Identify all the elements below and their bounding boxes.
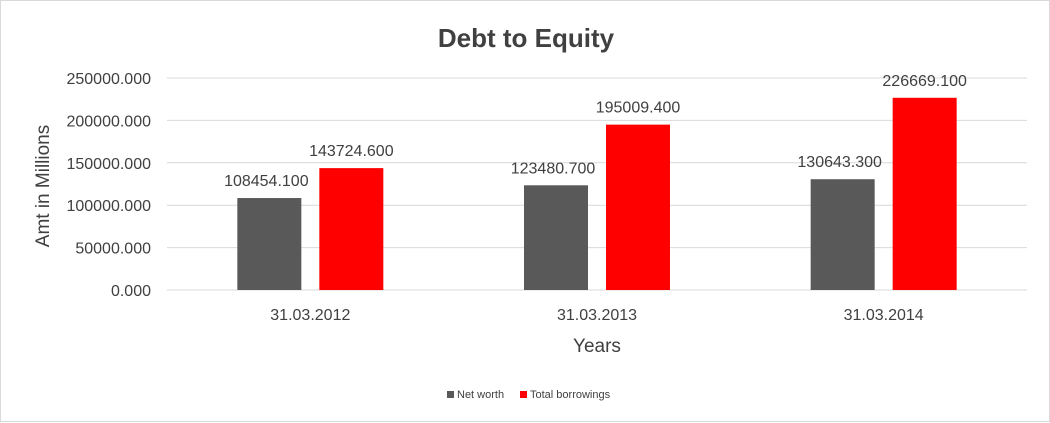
bar-net-worth	[810, 179, 875, 290]
x-tick-label: 31.03.2014	[844, 307, 924, 324]
bar-total-borrowings	[319, 168, 384, 290]
bars	[237, 97, 957, 291]
bar-net-worth	[237, 198, 302, 290]
y-tick-label: 100000.000	[66, 198, 151, 215]
bar-total-borrowings	[606, 124, 670, 291]
data-label: 123480.700	[511, 160, 596, 177]
y-tick-label: 150000.000	[66, 156, 151, 173]
bar-total-borrowings	[892, 97, 957, 290]
y-axis-ticks: 0.000 50000.000 100000.000 150000.000 200000…	[66, 71, 151, 300]
legend-swatch	[447, 391, 454, 398]
y-tick-label: 250000.000	[66, 71, 151, 88]
data-label: 108454.100	[224, 173, 309, 190]
data-label: 130643.300	[797, 154, 882, 171]
y-tick-label: 200000.000	[66, 113, 151, 130]
y-tick-label: 0.000	[111, 283, 151, 300]
legend-label: Net worth	[457, 389, 504, 401]
legend: Net worth Total borrowings	[447, 389, 611, 401]
x-axis-title: Years	[573, 336, 621, 357]
x-axis-ticks: 31.03.2012 31.03.2013 31.03.2014	[270, 307, 924, 324]
chart-title: Debt to Equity	[438, 23, 615, 53]
data-label: 226669.100	[882, 73, 967, 90]
bar-net-worth	[524, 185, 588, 290]
data-label: 143724.600	[309, 143, 394, 160]
data-label: 195009.400	[596, 100, 681, 117]
x-tick-label: 31.03.2013	[557, 307, 637, 324]
gridlines	[167, 77, 1027, 291]
legend-swatch	[520, 391, 527, 398]
x-tick-label: 31.03.2012	[270, 307, 350, 324]
y-tick-label: 50000.000	[75, 241, 151, 258]
y-axis-title: Amt in Millions	[33, 125, 54, 247]
legend-label: Total borrowings	[530, 389, 611, 401]
